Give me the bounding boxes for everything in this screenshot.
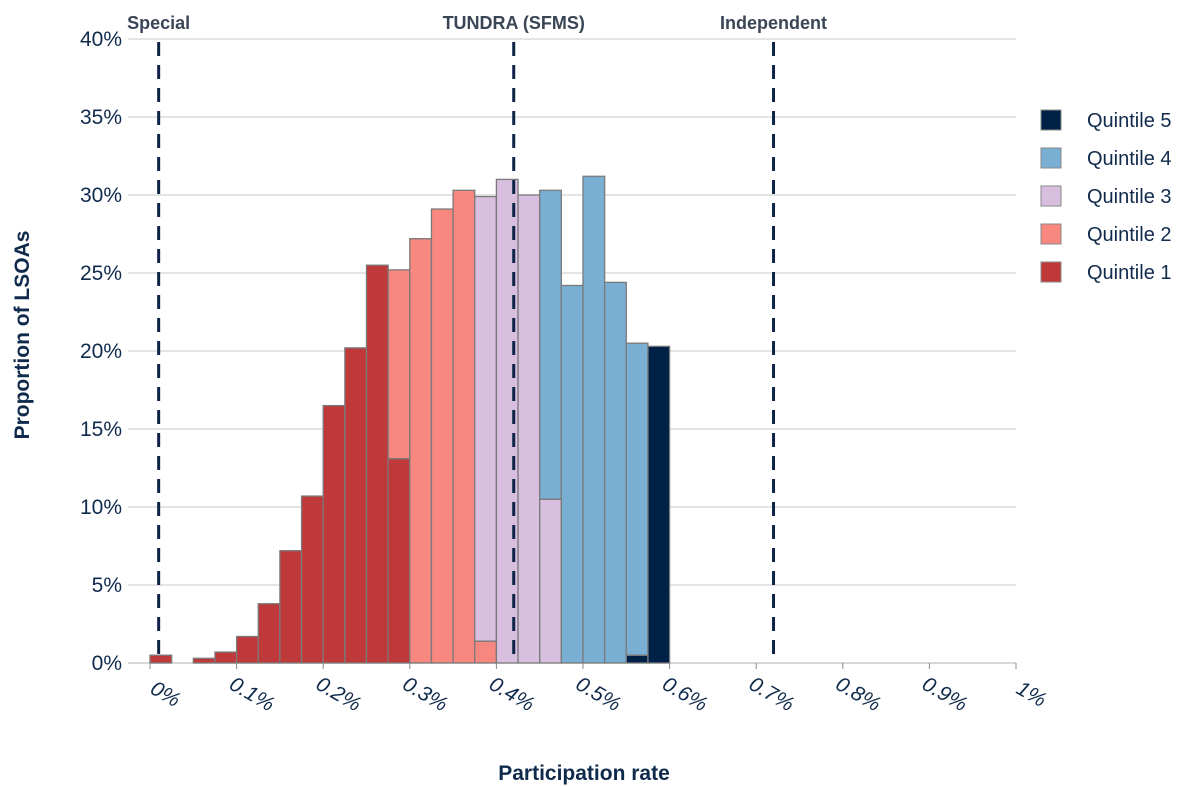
legend-label: Quintile 5 — [1087, 110, 1172, 132]
x-tick-label: 0.7% — [745, 672, 798, 716]
y-tick-label: 0% — [92, 652, 122, 675]
legend-swatch — [1040, 261, 1062, 283]
x-axis-title: Participation rate — [498, 762, 670, 785]
y-tick-label: 40% — [80, 28, 122, 51]
y-tick-label: 20% — [80, 340, 122, 363]
legend-label: Quintile 1 — [1087, 262, 1172, 284]
histogram-bar-quintile-4 — [560, 284, 584, 664]
histogram-bar-quintile-2 — [409, 238, 433, 664]
reference-line-label: TUNDRA (SFMS) — [443, 13, 585, 33]
histogram-bar-quintile-1 — [214, 651, 238, 664]
reference-line-label: Independent — [720, 13, 827, 33]
histogram-bar-quintile-1 — [344, 347, 368, 664]
histogram-bar-quintile-2 — [452, 189, 476, 664]
legend-swatch — [1040, 223, 1062, 245]
x-tick-label: 0.3% — [399, 672, 452, 716]
histogram-bar-quintile-3 — [539, 498, 563, 664]
legend-swatch — [1040, 109, 1062, 131]
histogram-bar-quintile-1 — [149, 654, 173, 664]
histogram-bar-quintile-4 — [582, 175, 606, 664]
reference-line-label: Special — [127, 13, 190, 33]
x-tick-label: 0.2% — [312, 672, 365, 716]
x-tick-label: 0.9% — [918, 672, 971, 716]
reference-lines: Special TUNDRA (SFMS) Independent — [127, 13, 827, 663]
histogram-bar-quintile-2 — [387, 269, 411, 460]
legend: Quintile 5 Quintile 4 Quintile 3 Quintile 2… — [1040, 109, 1172, 284]
y-tick-label: 15% — [80, 418, 122, 441]
histogram-bar-quintile-5 — [647, 345, 671, 664]
legend-label: Quintile 4 — [1087, 148, 1172, 170]
legend-swatch — [1040, 147, 1062, 169]
histogram-bar-quintile-3 — [474, 195, 498, 642]
histogram-bar-quintile-1 — [235, 635, 259, 664]
legend-label: Quintile 3 — [1087, 186, 1172, 208]
x-tick-label: 0% — [146, 677, 184, 712]
x-tick-label: 0.4% — [485, 672, 538, 716]
histogram-bar-quintile-4 — [604, 281, 627, 664]
x-tick-label: 0.6% — [658, 672, 711, 716]
histogram-bar-quintile-5 — [625, 654, 649, 664]
histogram-bar-quintile-1 — [365, 264, 389, 664]
histogram-bar-quintile-1 — [300, 495, 324, 664]
x-tick-label: 1% — [1012, 677, 1050, 712]
bars — [149, 175, 671, 664]
histogram-bar-quintile-1 — [192, 657, 216, 664]
y-tick-label: 30% — [80, 184, 122, 207]
histogram-bar-quintile-4 — [539, 189, 563, 500]
histogram-bar-quintile-2 — [474, 640, 498, 664]
y-axis-ticks: 0% 5% 10% 15% 20% 25% 30% 35% 40% — [80, 28, 122, 675]
histogram-bar-quintile-1 — [322, 404, 346, 664]
legend-swatch — [1040, 185, 1062, 207]
y-tick-label: 25% — [80, 262, 122, 285]
histogram-bar-quintile-1 — [387, 457, 411, 664]
histogram-bar-quintile-1 — [257, 603, 281, 664]
histogram-bar-quintile-3 — [517, 194, 541, 664]
y-tick-label: 10% — [80, 496, 122, 519]
x-axis-ticks: 0% 0.1% 0.2% 0.3% 0.4% 0.5% 0.6% 0.7% 0.8% 0.9% 1% — [146, 663, 1050, 716]
histogram-bar-quintile-4 — [625, 342, 649, 656]
histogram-bar-quintile-1 — [279, 550, 303, 664]
y-tick-label: 5% — [92, 574, 122, 597]
x-tick-label: 0.1% — [225, 672, 278, 716]
legend-label: Quintile 2 — [1087, 224, 1172, 246]
y-tick-label: 35% — [80, 106, 122, 129]
x-tick-label: 0.8% — [832, 672, 885, 716]
histogram-bar-quintile-2 — [430, 208, 454, 664]
x-tick-label: 0.5% — [572, 672, 625, 716]
y-axis-title: Proportion of LSOAs — [11, 231, 34, 440]
